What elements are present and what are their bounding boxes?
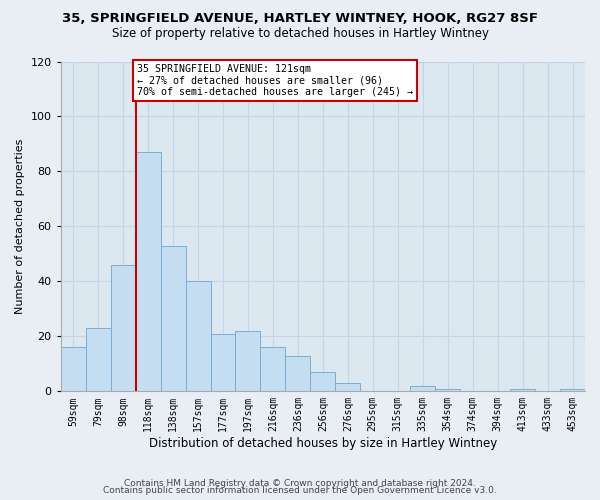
Text: Contains public sector information licensed under the Open Government Licence v3: Contains public sector information licen… bbox=[103, 486, 497, 495]
Text: 35, SPRINGFIELD AVENUE, HARTLEY WINTNEY, HOOK, RG27 8SF: 35, SPRINGFIELD AVENUE, HARTLEY WINTNEY,… bbox=[62, 12, 538, 26]
Bar bbox=[410, 386, 435, 392]
Bar bbox=[260, 348, 286, 392]
Bar bbox=[286, 356, 310, 392]
Text: 35 SPRINGFIELD AVENUE: 121sqm
← 27% of detached houses are smaller (96)
70% of s: 35 SPRINGFIELD AVENUE: 121sqm ← 27% of d… bbox=[137, 64, 413, 98]
X-axis label: Distribution of detached houses by size in Hartley Wintney: Distribution of detached houses by size … bbox=[149, 437, 497, 450]
Bar bbox=[510, 388, 535, 392]
Bar bbox=[86, 328, 110, 392]
Bar bbox=[435, 388, 460, 392]
Text: Size of property relative to detached houses in Hartley Wintney: Size of property relative to detached ho… bbox=[112, 28, 488, 40]
Bar bbox=[136, 152, 161, 392]
Y-axis label: Number of detached properties: Number of detached properties bbox=[15, 138, 25, 314]
Bar bbox=[161, 246, 185, 392]
Bar bbox=[310, 372, 335, 392]
Bar bbox=[335, 383, 361, 392]
Bar bbox=[61, 348, 86, 392]
Bar bbox=[110, 265, 136, 392]
Text: Contains HM Land Registry data © Crown copyright and database right 2024.: Contains HM Land Registry data © Crown c… bbox=[124, 478, 476, 488]
Bar bbox=[211, 334, 235, 392]
Bar bbox=[235, 331, 260, 392]
Bar bbox=[185, 282, 211, 392]
Bar bbox=[560, 388, 585, 392]
